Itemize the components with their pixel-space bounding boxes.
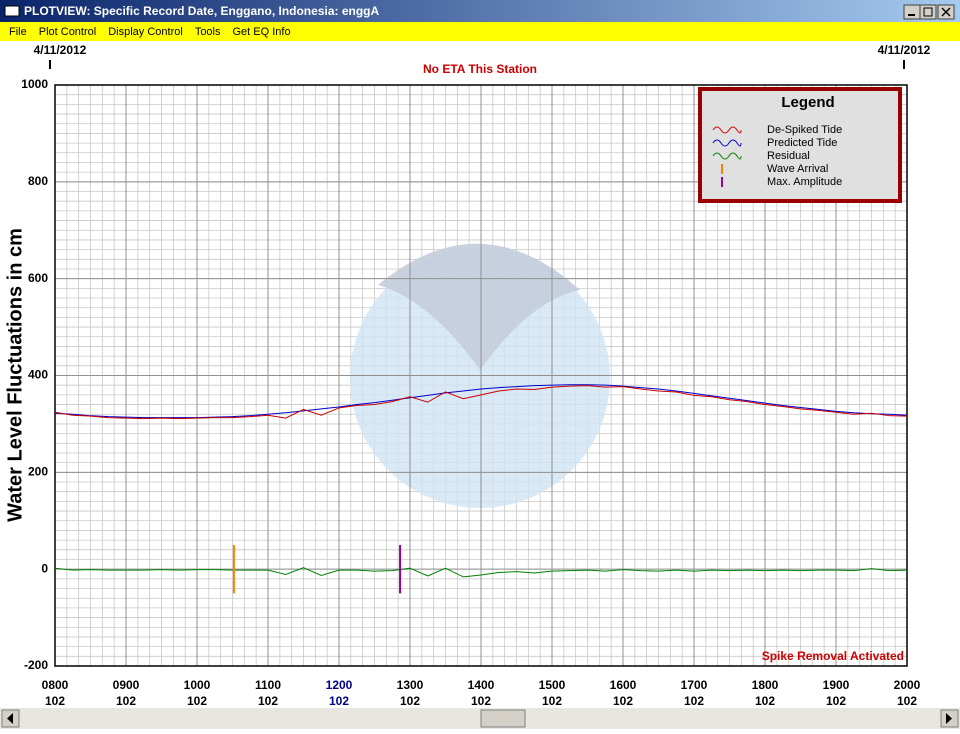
x-tick-label: 2000 xyxy=(894,678,921,692)
x-tick-day: 102 xyxy=(400,694,420,708)
menu-item[interactable]: Display Control xyxy=(108,26,183,38)
window-buttons xyxy=(903,4,955,20)
x-tick-day: 102 xyxy=(45,694,65,708)
watermark xyxy=(350,248,610,508)
x-tick-label: 0900 xyxy=(113,678,140,692)
date-right: 4/11/2012 xyxy=(878,43,931,57)
menu-item[interactable]: Get EQ Info xyxy=(233,26,291,38)
minimize-button[interactable] xyxy=(903,4,921,20)
menu-item[interactable]: File xyxy=(9,26,27,38)
x-tick-label: 1000 xyxy=(184,678,211,692)
x-tick-day: 102 xyxy=(329,694,349,708)
x-tick-label: 1200 xyxy=(326,678,353,692)
x-tick-label: 1400 xyxy=(468,678,495,692)
icon xyxy=(941,7,951,17)
x-tick-label: 0800 xyxy=(42,678,69,692)
menu-bar xyxy=(0,22,960,41)
legend-label: De-Spiked Tide xyxy=(767,124,842,136)
legend-label: Max. Amplitude xyxy=(767,176,842,188)
icon xyxy=(923,7,933,17)
y-tick-label: 800 xyxy=(28,174,48,188)
series-line xyxy=(54,385,908,420)
window-title: PLOTVIEW: Specific Record Date, Enggano,… xyxy=(24,4,379,18)
date-left: 4/11/2012 xyxy=(34,43,87,57)
menu: File Plot Control Display Control Tools Get … xyxy=(9,26,291,38)
x-tick-label: 1500 xyxy=(539,678,566,692)
status: Spike Removal Activated xyxy=(762,649,904,663)
x-tick-day: 102 xyxy=(613,694,633,708)
legend-swatch xyxy=(712,152,742,160)
legend-label: Wave Arrival xyxy=(767,163,828,175)
x-tick-day: 102 xyxy=(826,694,846,708)
maximize-button[interactable] xyxy=(919,4,937,20)
y-tick-label: 0 xyxy=(41,561,48,575)
x-tick-label: 1900 xyxy=(823,678,850,692)
x-tick-day: 102 xyxy=(542,694,562,708)
legend-swatch xyxy=(712,139,742,147)
app-icon xyxy=(4,5,20,17)
icon xyxy=(7,713,13,724)
series-line xyxy=(54,567,908,578)
menu-item[interactable]: Plot Control xyxy=(39,26,96,38)
plot-frame xyxy=(54,84,908,667)
title-bar xyxy=(0,0,960,22)
scrollbar-track xyxy=(0,708,960,729)
x-tick-label: 1100 xyxy=(255,678,281,692)
legend-box xyxy=(698,87,902,203)
chart: 4/11/2012 4/11/2012 No ETA This Station Wat… xyxy=(4,43,930,708)
icon xyxy=(946,713,952,724)
y-tick-label: 400 xyxy=(28,368,48,382)
x-tick-day: 102 xyxy=(684,694,704,708)
y-tick-label: 600 xyxy=(28,271,48,285)
x-tick-day: 102 xyxy=(755,694,775,708)
x-tick-label: 1300 xyxy=(397,678,424,692)
legend-title: Legend xyxy=(781,94,834,111)
x-tick-day: 102 xyxy=(897,694,917,708)
x-tick-day: 102 xyxy=(116,694,136,708)
legend-label: Residual xyxy=(767,150,810,162)
legend-label: Predicted Tide xyxy=(767,137,837,149)
x-tick-day: 102 xyxy=(187,694,207,708)
watermark xyxy=(378,243,580,370)
x-tick-label: 1800 xyxy=(752,678,779,692)
x-tick-day: 102 xyxy=(258,694,278,708)
y-tick-label: 1000 xyxy=(21,77,48,91)
y-axis-label: Water Level Fluctuations in cm xyxy=(4,228,26,522)
subtitle: No ETA This Station xyxy=(423,62,537,76)
y-tick-label: 200 xyxy=(28,465,48,479)
scrollbar xyxy=(0,708,960,729)
x-tick-label: 1700 xyxy=(681,678,708,692)
x-tick-day: 102 xyxy=(471,694,491,708)
menu-item[interactable]: Tools xyxy=(195,26,221,38)
x-tick-label: 1600 xyxy=(610,678,637,692)
scroll-thumb[interactable] xyxy=(480,709,526,728)
y-tick-label: -200 xyxy=(24,658,48,672)
legend-swatch xyxy=(712,126,742,134)
